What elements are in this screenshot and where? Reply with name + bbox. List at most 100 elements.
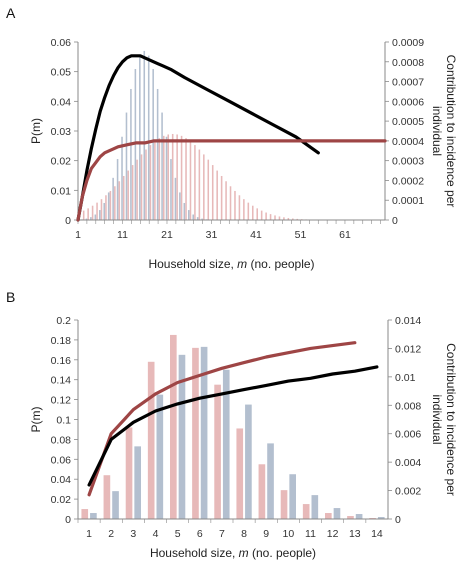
bar-blue bbox=[179, 192, 181, 220]
bar-blue bbox=[147, 55, 150, 220]
y-tick-label: 0 bbox=[65, 514, 71, 526]
y2-tick-label: 0 bbox=[395, 514, 401, 526]
panel-b-letter: B bbox=[6, 289, 15, 305]
y2-tick-label: 0.004 bbox=[395, 457, 421, 469]
bar-pink bbox=[194, 145, 196, 220]
bar-pink bbox=[170, 334, 177, 519]
bar-blue bbox=[116, 159, 119, 220]
bar-pink bbox=[247, 202, 250, 220]
bar-blue bbox=[311, 495, 319, 519]
x-tick-label: 7 bbox=[219, 528, 225, 540]
y-tick-label: 0.14 bbox=[51, 375, 72, 387]
bar-pink bbox=[292, 218, 294, 220]
bar-pink bbox=[216, 170, 218, 220]
bar-blue bbox=[222, 369, 230, 519]
red-line-series bbox=[76, 139, 387, 222]
bar-pink bbox=[211, 165, 214, 220]
y2-tick-label: 0.0006 bbox=[392, 96, 424, 108]
bar-pink bbox=[325, 513, 332, 519]
x-axis-label-prefix: Household size, bbox=[148, 257, 237, 271]
bar-pink bbox=[176, 134, 178, 220]
bar-pink bbox=[243, 199, 245, 220]
black-line-series bbox=[87, 365, 379, 487]
y2-axis-label-line1: Contribution to incidence per bbox=[444, 343, 458, 496]
x-tick-label: 1 bbox=[75, 229, 81, 241]
x-tick-label: 21 bbox=[161, 229, 173, 241]
bar-pink bbox=[220, 175, 223, 220]
bar-pink bbox=[214, 384, 221, 519]
bar-pink bbox=[96, 202, 98, 220]
bar-blue bbox=[333, 508, 341, 519]
y-axis-label: P(m) bbox=[29, 118, 43, 144]
bar-pink bbox=[185, 138, 187, 220]
x-tick-label: 3 bbox=[130, 528, 136, 540]
bar-blue bbox=[112, 177, 114, 220]
y2-tick-label: 0.0007 bbox=[392, 77, 424, 89]
bar-blue bbox=[121, 136, 123, 220]
x-axis-label: Household size, m (no. people) bbox=[148, 257, 314, 271]
y2-tick-label: 0.0004 bbox=[392, 136, 424, 148]
y2-tick-label: 0.006 bbox=[395, 429, 421, 441]
bar-pink bbox=[302, 504, 310, 519]
bar-pink bbox=[100, 199, 103, 220]
y-axis-label: P(m) bbox=[29, 407, 43, 433]
y2-tick-label: 0.0009 bbox=[392, 37, 424, 49]
bar-pink bbox=[158, 138, 161, 220]
bar-pink bbox=[171, 133, 174, 220]
bar-pink bbox=[207, 159, 210, 220]
x-tick-label: 13 bbox=[349, 528, 361, 540]
bar-pink bbox=[91, 205, 94, 220]
bar-blue bbox=[170, 159, 172, 220]
bar-pink bbox=[287, 217, 290, 220]
y2-tick-label: 0.0008 bbox=[392, 57, 424, 69]
bar-pink bbox=[127, 170, 129, 220]
y-tick-label: 0.04 bbox=[51, 474, 72, 486]
bar-blue bbox=[245, 404, 252, 519]
bar-blue bbox=[161, 112, 163, 220]
bar-blue bbox=[152, 69, 154, 220]
bar-pink bbox=[154, 141, 156, 220]
bar-pink bbox=[347, 516, 354, 519]
bar-pink bbox=[109, 190, 112, 220]
y-tick-label: 0.16 bbox=[51, 355, 72, 367]
y-tick-label: 0.02 bbox=[51, 156, 72, 168]
y2-axis-label-line2: individual bbox=[430, 106, 444, 156]
bar-blue bbox=[143, 50, 146, 221]
x-axis-label-variable: m bbox=[239, 546, 249, 560]
x-axis-label-suffix: (no. people) bbox=[247, 257, 314, 271]
x-tick-label: 2 bbox=[108, 528, 114, 540]
y2-tick-label: 0.0003 bbox=[392, 156, 424, 168]
x-tick-label: 61 bbox=[339, 229, 351, 241]
x-tick-label: 41 bbox=[250, 229, 262, 241]
y2-tick-label: 0.012 bbox=[395, 343, 421, 355]
bar-pink bbox=[236, 428, 244, 519]
y2-tick-label: 0.002 bbox=[395, 486, 421, 498]
bar-blue bbox=[156, 394, 164, 519]
y-tick-label: 0.01 bbox=[51, 185, 72, 197]
bar-pink bbox=[274, 215, 276, 220]
bar-pink bbox=[81, 509, 89, 519]
bar-pink bbox=[167, 134, 170, 220]
bar-blue bbox=[174, 177, 177, 220]
bar-blue bbox=[99, 210, 101, 220]
y-tick-label: 0.12 bbox=[51, 395, 72, 407]
bar-pink bbox=[118, 181, 121, 220]
bar-blue bbox=[187, 210, 190, 220]
red-line-series bbox=[87, 341, 357, 497]
y-tick-label: 0.18 bbox=[51, 335, 72, 347]
bar-blue bbox=[90, 513, 97, 519]
y2-axis-label-line2: individual bbox=[430, 394, 444, 444]
y-tick-label: 0.06 bbox=[51, 454, 72, 466]
y2-tick-label: 0.0002 bbox=[392, 175, 424, 187]
bar-pink bbox=[136, 159, 138, 220]
x-tick-label: 9 bbox=[263, 528, 269, 540]
x-tick-label: 5 bbox=[175, 528, 181, 540]
bar-pink bbox=[229, 186, 232, 220]
y-tick-label: 0.02 bbox=[51, 494, 72, 506]
bar-blue bbox=[377, 517, 385, 519]
x-tick-label: 11 bbox=[117, 229, 128, 241]
y-tick-label: 0.05 bbox=[51, 67, 72, 79]
bar-pink bbox=[225, 181, 227, 220]
bar-pink bbox=[149, 145, 152, 220]
